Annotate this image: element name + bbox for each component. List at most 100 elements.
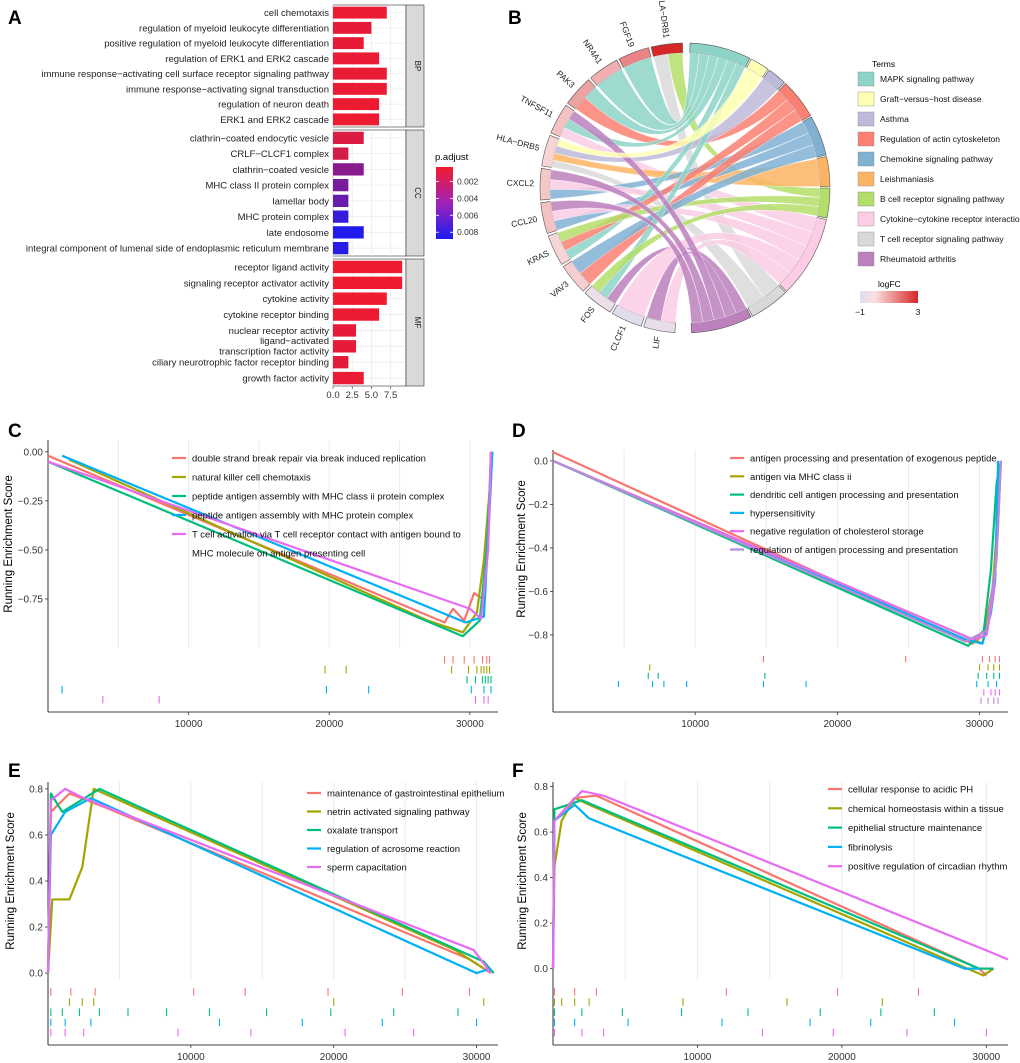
category-label: regulation of myeloid leukocyte differen… xyxy=(139,23,329,34)
legend-label: double strand break repair via break ind… xyxy=(192,454,426,465)
chord-tnfsf11-rheumatoid-arthritis xyxy=(568,110,726,321)
x-tick-label: 10000 xyxy=(177,1052,205,1063)
y-tick-label: −0.6 xyxy=(528,587,548,598)
legend-label: antigen processing and presentation of e… xyxy=(750,454,997,465)
y-tick-label: 0.4 xyxy=(29,877,43,888)
category-label: regulation of ERK1 and ERK2 cascade xyxy=(165,54,329,65)
bar-immune-response-activating-signal-transduction xyxy=(333,82,387,95)
logfc-bar xyxy=(860,291,918,303)
legend-label: chemical homeostasis within a tissue xyxy=(848,804,1004,815)
bar-cell-chemotaxis xyxy=(333,6,387,19)
chord-ccl20-rheumatoid-arthritis xyxy=(550,200,703,324)
category-label: immune response−activating cell surface … xyxy=(41,69,329,80)
gene-label: CXCL2 xyxy=(507,178,535,189)
legend: maintenance of gastrointestinal epitheli… xyxy=(307,789,505,874)
legend-label-regulation-of-actin-cytoskeleton: Regulation of actin cytoskeleton xyxy=(880,134,1000,144)
y-axis-label: Running Enrichment Score xyxy=(516,480,528,617)
gene-label: LIF xyxy=(650,336,662,350)
bar-growth-factor-activity xyxy=(333,371,364,385)
legend: cellular response to acidic PH chemical h… xyxy=(828,785,1008,873)
legend-label: oxalate transport xyxy=(327,826,398,837)
category-label: clathrin−coated vesicle xyxy=(233,165,329,176)
legend-label-leishmaniasis: Leishmaniasis xyxy=(880,174,934,184)
bar-nuclear-receptor-activity xyxy=(333,324,357,337)
category-label: receptor ligand activity xyxy=(234,262,329,273)
legend-label: dendritic cell antigen processing and pr… xyxy=(750,490,959,501)
category-label: signaling receptor activator activity xyxy=(184,278,329,289)
y-tick-label: 0.8 xyxy=(29,784,43,795)
category-label: cytokine activity xyxy=(262,294,329,305)
y-tick-label: −0.50 xyxy=(18,545,44,556)
curve-regulation-of-antigen-processing-and-pre xyxy=(552,459,1002,643)
legend-key-graft-versus-host-disease xyxy=(857,91,875,107)
y-axis-label: Running Enrichment Score xyxy=(517,812,529,949)
chord-hla-drb5-graft-versus-host-disease xyxy=(556,67,763,158)
panel-letter-a: A xyxy=(8,8,22,29)
y-tick-label: 0.6 xyxy=(534,828,548,839)
x-tick-label: 30000 xyxy=(463,1052,491,1063)
legend-key-regulation-of-actin-cytoskeleton xyxy=(857,131,875,147)
facet-strip-label: BP xyxy=(413,61,422,72)
y-tick-label: −0.2 xyxy=(528,500,548,511)
category-label: CRLF−CLCF1 complex xyxy=(231,149,330,160)
panel-letter-c: C xyxy=(8,421,22,442)
facet-strip xyxy=(405,4,425,128)
legend-label-cytokine-cytokine-receptor-interaction: Cytokine−cytokine receptor interaction xyxy=(880,214,1020,224)
y-tick-label: 0.0 xyxy=(534,964,548,975)
legend-label-graft-versus-host-disease: Graft−versus−host disease xyxy=(880,94,982,104)
panel-letter-d: D xyxy=(512,421,526,442)
facet-strip xyxy=(405,129,425,257)
legend-label: T cell activation via T cell receptor co… xyxy=(192,530,461,541)
category-label: late endosome xyxy=(267,228,329,239)
x-tick-label: 10000 xyxy=(681,719,709,730)
bar-lamellar-body xyxy=(333,194,349,208)
bar-regulation-of-erk1-and-erk2-cascade xyxy=(333,52,380,65)
chord-pak3-mapk-signaling-pathway xyxy=(584,54,719,135)
bar-crlf-clcf1-complex xyxy=(333,147,349,160)
facet-strip xyxy=(405,258,425,387)
legend-label: regulation of antigen processing and pre… xyxy=(750,545,958,556)
legend-key-asthma xyxy=(857,111,875,127)
chord-vav3-chemokine-signaling-pathway xyxy=(571,144,817,274)
category-label: growth factor activity xyxy=(242,374,329,385)
legend-label-b-cell-receptor-signaling-pathway: B cell receptor signaling pathway xyxy=(880,194,1005,204)
category-label: nuclear receptor activity xyxy=(229,326,330,337)
legend-label: sperm capacitation xyxy=(327,863,407,874)
x-tick-label: 2.5 xyxy=(346,390,359,401)
y-tick-label: 0.00 xyxy=(24,447,44,458)
legend-label: hypersensitivity xyxy=(750,508,815,519)
panel-d-gsea-plot: D 0.0 −0.2 −0.4 −0.6 −0.8 10000 20000 30000 Runni… xyxy=(512,421,1008,730)
y-axis-label: Running Enrichment Score xyxy=(5,812,17,949)
chord-lif-cytokine-cytokine-receptor-interaction xyxy=(660,239,791,323)
panel-letter-b: B xyxy=(508,8,522,29)
colorbar-tick-label: 0.008 xyxy=(457,227,479,237)
bar-regulation-of-myeloid-leukocyte-differentiation xyxy=(333,21,372,34)
legend-key-cytokine-cytokine-receptor-interaction xyxy=(857,211,875,227)
panel-e-gsea-plot: E 0.0 0.2 0.4 0.6 0.8 10000 20000 30000 Running E… xyxy=(5,761,505,1063)
x-tick-label: 20000 xyxy=(823,719,851,730)
facet-cc: clathrin−coated endocytic vesicle CRLF−CL… xyxy=(26,129,425,257)
bar-ligand-activated-transcription-factor-activity xyxy=(333,340,357,353)
legend: antigen processing and presentation of e… xyxy=(730,454,997,556)
x-tick-label: 7.5 xyxy=(384,390,397,401)
logfc-legend-title: logFC xyxy=(878,279,901,289)
category-label: regulation of neuron death xyxy=(218,100,329,111)
x-tick-label: 10000 xyxy=(684,1052,712,1063)
bar-clathrin-coated-vesicle xyxy=(333,163,364,176)
legend-label: peptide antigen assembly with MHC protei… xyxy=(192,511,413,522)
category-label: transcription factor activity xyxy=(219,346,329,357)
facet-mf: receptor ligand activity signaling recept… xyxy=(152,258,425,387)
category-label: ciliary neurotrophic factor receptor bin… xyxy=(152,358,329,369)
chord-fgf19-mapk-signaling-pathway xyxy=(623,52,700,125)
legend-label: netrin activated signaling pathway xyxy=(327,807,470,818)
x-tick-label: 20000 xyxy=(320,1052,348,1063)
x-tick-label: 5.0 xyxy=(365,390,378,401)
category-label: clathrin−coated endocytic vesicle xyxy=(190,133,329,144)
legend-key-chemokine-signaling-pathway xyxy=(857,151,875,167)
bar-positive-regulation-of-myeloid-leukocyte-differentiation xyxy=(333,37,364,50)
legend-label: natural killer cell chemotaxis xyxy=(192,473,311,484)
legend-label: regulation of acrosome reaction xyxy=(327,844,460,855)
bar-mhc-class-ii-protein-complex xyxy=(333,178,349,192)
chord-hla-drb5-t-cell-receptor-signaling-pathway xyxy=(551,159,765,308)
